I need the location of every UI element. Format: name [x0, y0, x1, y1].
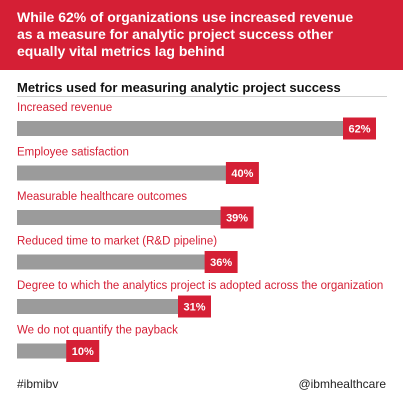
value-label-box [204, 251, 238, 273]
value-label: 31% [183, 302, 205, 314]
category-label: Degree to which the analytics project is… [17, 280, 383, 292]
value-label: 39% [226, 213, 248, 225]
bar [17, 165, 230, 181]
category-label: Increased revenue [17, 102, 112, 114]
category-label: Reduced time to market (R&D pipeline) [17, 236, 217, 248]
bar [17, 299, 182, 314]
chart-headline: While 62% of organizations use increased… [0, 0, 403, 70]
value-label-box [178, 295, 211, 318]
value-label: 62% [348, 124, 370, 136]
value-label-box [66, 340, 100, 362]
value-label: 36% [210, 257, 232, 269]
title-divider [17, 96, 387, 97]
value-label: 40% [231, 168, 253, 180]
footer-hashtag: #ibmibv [17, 377, 59, 391]
bar [17, 210, 225, 225]
value-label-box [220, 206, 254, 229]
bar-chart: Increased revenue 62% Employee satisfactio… [17, 102, 383, 362]
category-label: Employee satisfaction [17, 147, 129, 159]
value-label-box [343, 117, 376, 140]
chart-title: Metrics used for measuring analytic proj… [17, 80, 341, 95]
bar [17, 343, 71, 359]
category-label: Measurable healthcare outcomes [17, 191, 187, 203]
bar [17, 254, 209, 270]
bar [17, 121, 347, 136]
category-label: We do not quantify the payback [17, 325, 178, 337]
value-label-box [225, 162, 259, 184]
footer-handle: @ibmhealthcare [298, 377, 386, 391]
value-label: 10% [72, 346, 94, 358]
